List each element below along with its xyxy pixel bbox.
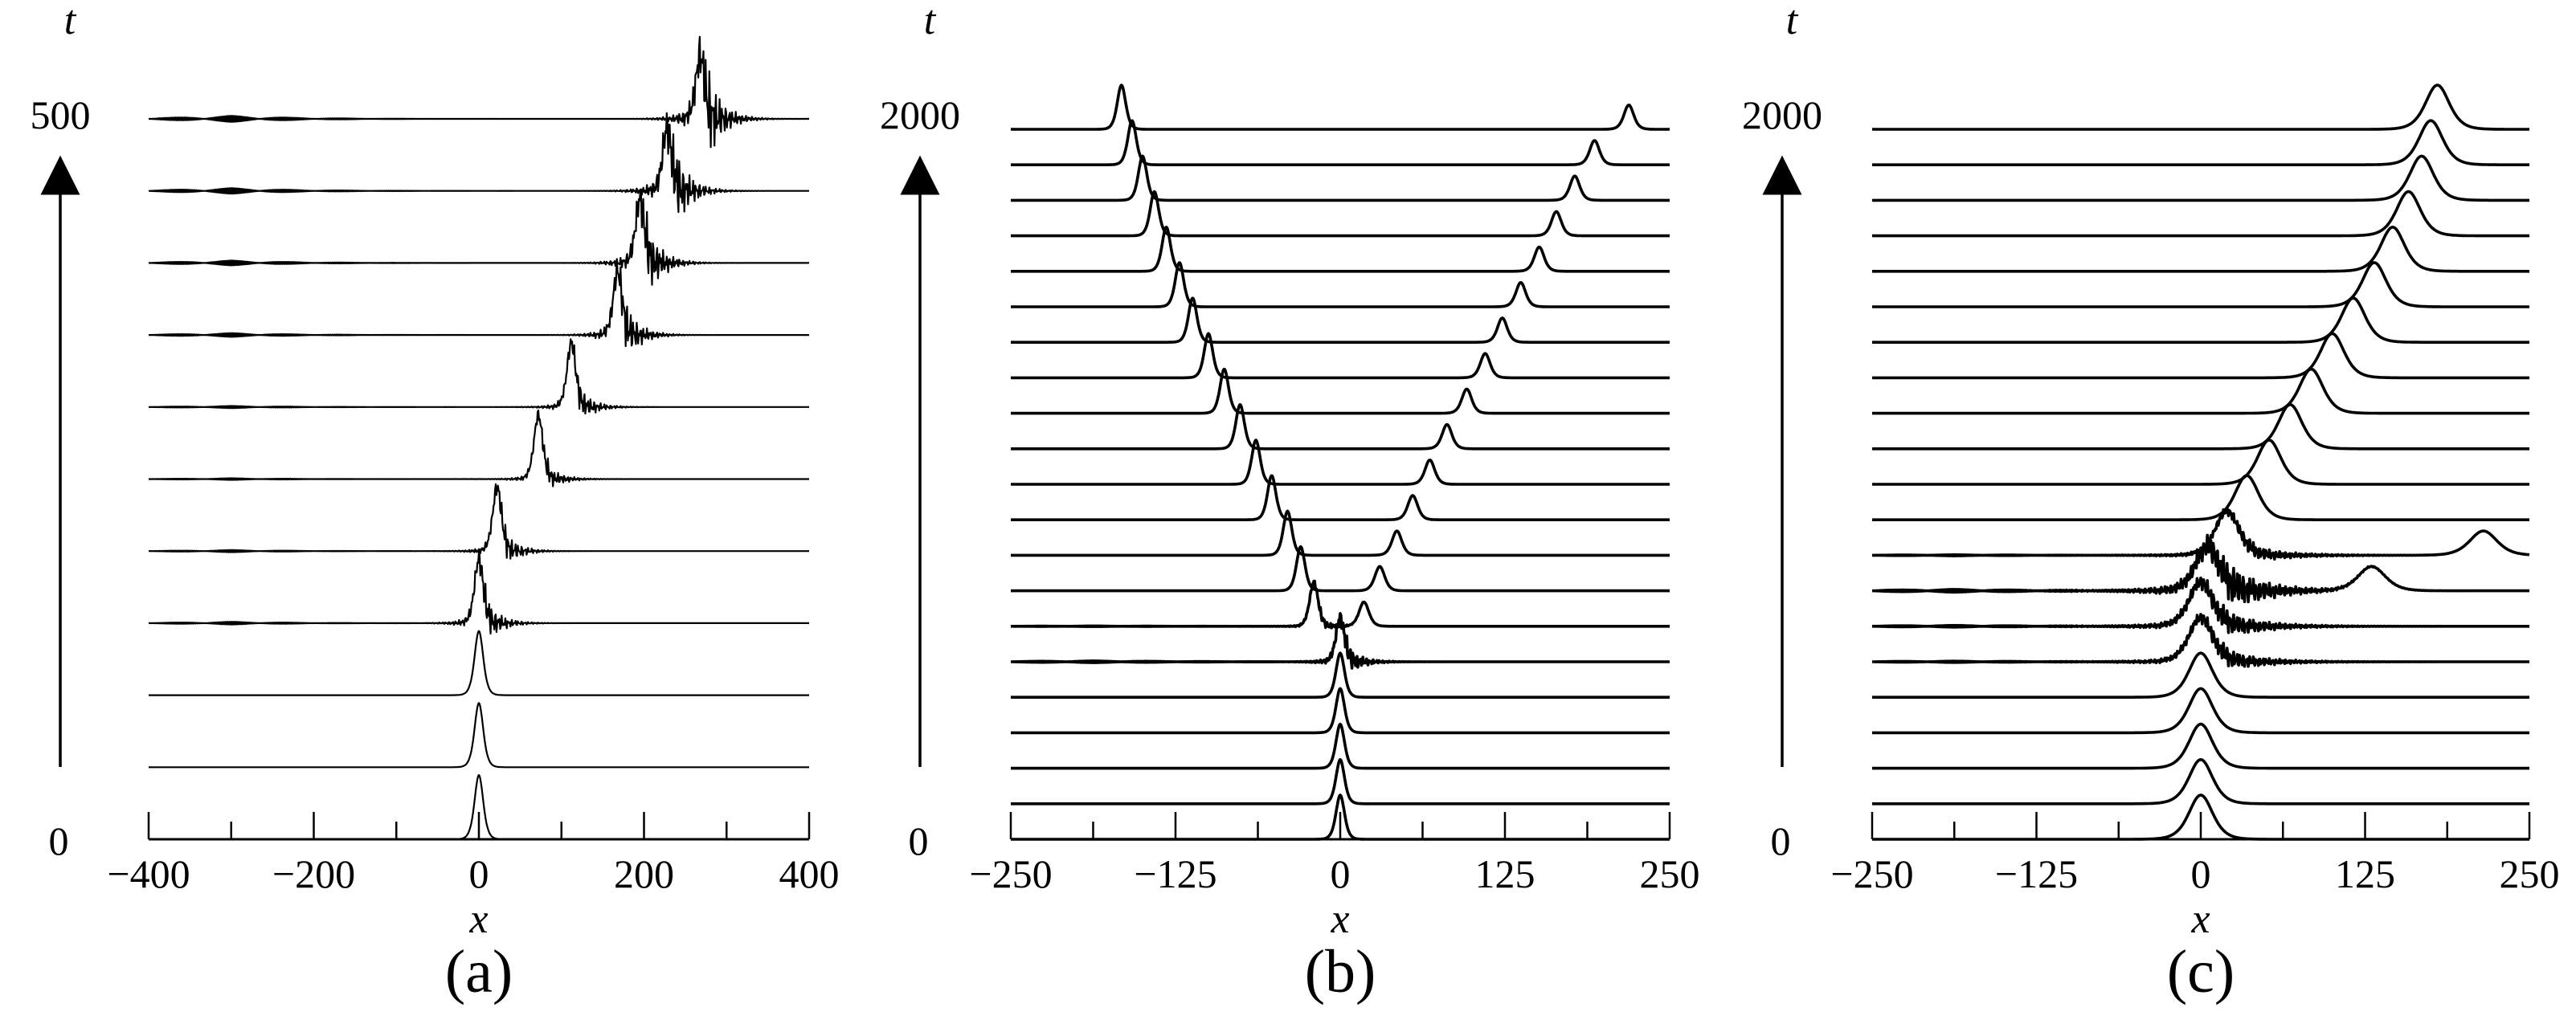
series-line-t-1300 [1871,332,2530,380]
y-axis-title: t [924,0,937,43]
series-line-t-400 [1010,651,1670,699]
x-axis-title: x [468,896,488,942]
series-line-t-1300 [1010,332,1670,380]
series-line-t-800 [1010,509,1670,557]
series-line-t-2000 [1010,84,1670,131]
series-line-t-400 [148,190,810,286]
series-line-t-400 [1871,651,2530,699]
x-tick-label: 0 [1331,851,1351,896]
x-tick-label: −250 [1830,851,1913,896]
x-axis-title: x [1330,896,1349,942]
series-line-t-250 [148,409,810,487]
x-tick-label: 125 [1475,851,1535,896]
series-line-t-1500 [1871,261,2530,308]
panel-c: −250 −125 0 125 250 x t 2000 0 (c) [1742,0,2560,1006]
x-tick-label: 125 [2335,851,2395,896]
x-tick-label: −125 [1134,851,1216,896]
series-line-t-500 [148,35,810,149]
series-line-t-1700 [1871,190,2530,238]
series-line-t-100 [148,630,810,696]
series-line-t-1100 [1871,403,2530,451]
x-tick-label: 400 [779,851,840,896]
series-line-t-1000 [1871,439,2530,486]
t-max-label: 500 [31,92,91,137]
t-min-label: 0 [909,818,929,863]
series-line-t-2000 [1871,84,2530,131]
series-line-t-1900 [1010,119,1670,166]
t-min-label: 0 [49,818,69,863]
x-tick-label: 250 [2500,851,2560,896]
series-line-t-1800 [1871,154,2530,202]
series-line-t-300 [1010,687,1670,735]
series-line-t-100 [1871,758,2530,806]
y-axis-title: t [64,0,77,43]
series-line-t-900 [1871,474,2530,521]
series-line-t-500 [1871,613,2530,668]
series-line-t-50 [148,702,810,769]
series-line-t-1400 [1871,296,2530,344]
series-line-t-1200 [1010,367,1670,415]
series-line-t-1400 [1010,296,1670,344]
series-line-t-900 [1010,474,1670,521]
series-line-t-800 [1871,506,2530,561]
panel-a: −400 −200 0 200 400 x t 500 0 (a) [31,0,840,1006]
series-line-t-1600 [1010,226,1670,273]
x-tick-label: 200 [614,851,674,896]
series-line-t-500 [1010,612,1670,670]
series-line-t-300 [148,338,810,415]
series-line-t-1900 [1871,119,2530,166]
t-max-label: 2000 [880,92,960,137]
x-tick-label: −250 [969,851,1052,896]
series-line-t-1100 [1010,403,1670,451]
x-tick-label: −125 [1995,851,2078,896]
x-tick-label: 0 [469,851,489,896]
series-line-t-1700 [1010,190,1670,238]
series-line-t-350 [148,258,810,348]
series-line-t-300 [1871,687,2530,735]
series-line-t-1500 [1010,261,1670,308]
x-tick-label: 250 [1640,851,1700,896]
panel-label: (a) [445,938,513,1006]
series-line-t-150 [148,551,810,635]
series-line-t-100 [1010,758,1670,806]
series-line-t-200 [1010,722,1670,770]
x-tick-label: −200 [272,851,355,896]
series-line-t-700 [1010,545,1670,593]
series-line-t-1600 [1871,226,2530,273]
x-tick-label: −400 [107,851,190,896]
series-line-t-450 [148,112,810,214]
x-tick-label: 0 [2191,851,2211,896]
panel-label: (c) [2167,938,2235,1006]
series-line-t-600 [1010,579,1670,630]
series-line-t-600 [1871,576,2530,634]
x-axis-title: x [2190,896,2210,942]
series-line-t-700 [1871,533,2530,604]
panel-label: (b) [1305,938,1376,1006]
series-line-t-200 [1871,722,2530,770]
series-line-t-200 [148,483,810,560]
t-max-label: 2000 [1742,92,1822,137]
series-line-t-1000 [1010,439,1670,486]
t-min-label: 0 [1771,818,1791,863]
series-line-t-1200 [1871,367,2530,415]
y-axis-title: t [1786,0,1799,43]
panel-b: −250 −125 0 125 250 x t 2000 0 (b) [880,0,1700,1006]
series-line-t-1800 [1010,154,1670,202]
